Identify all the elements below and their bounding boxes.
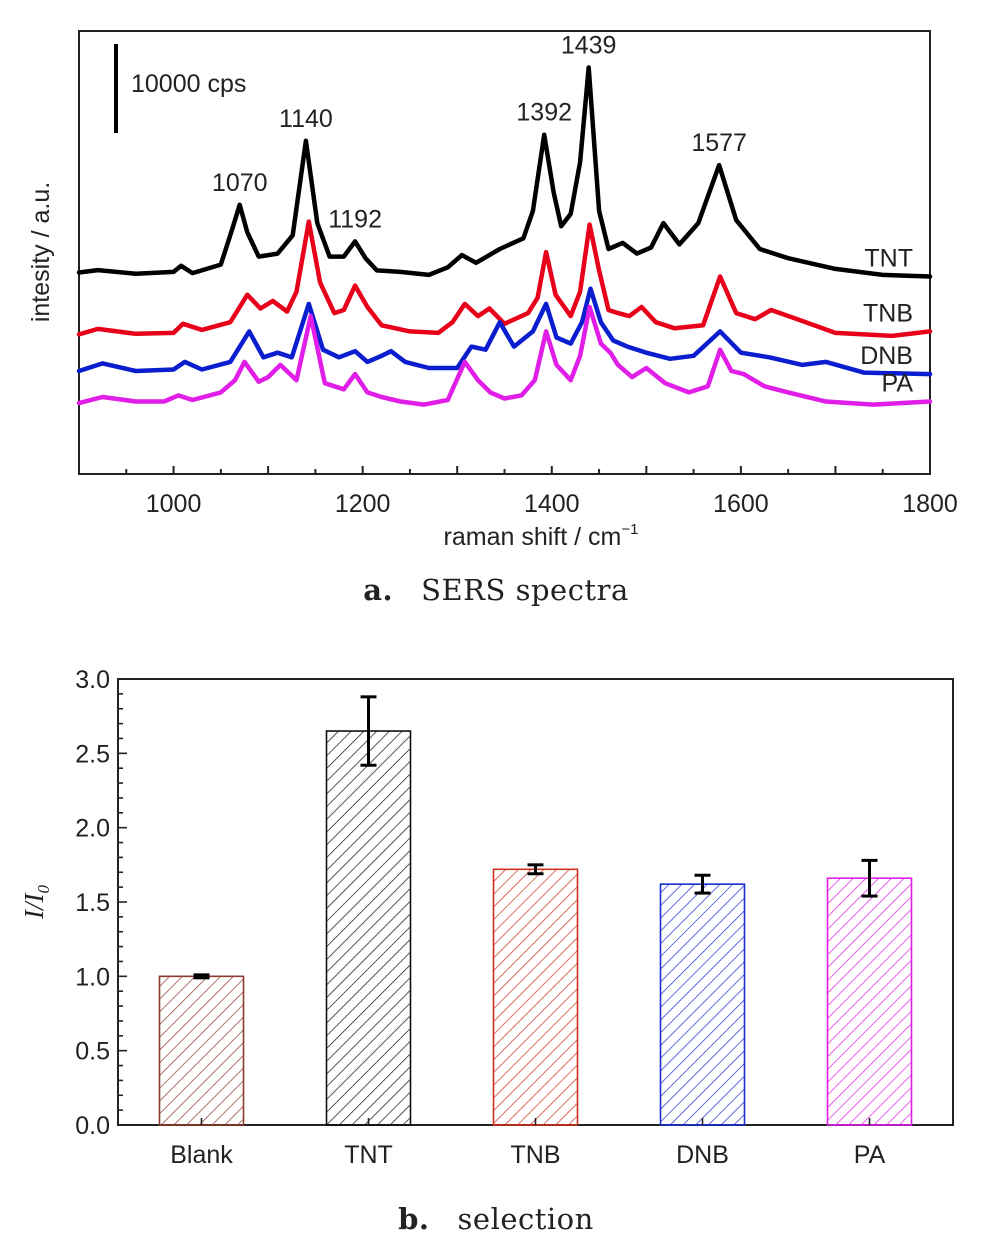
caption-a: a. SERS spectra xyxy=(0,573,992,607)
x-tick-label: 1000 xyxy=(146,490,202,518)
y-tick-label: 0.0 xyxy=(75,1112,110,1140)
series-label-tnb: TNB xyxy=(863,299,913,327)
x-category-label-pa: PA xyxy=(854,1141,886,1169)
y-tick-label: 2.5 xyxy=(75,740,110,768)
bar-blank xyxy=(158,975,245,1126)
bar-dnb xyxy=(659,883,746,1126)
caption-a-text: SERS spectra xyxy=(421,573,629,607)
y-tick-label: 1.0 xyxy=(75,963,110,991)
bar-x-labels: Blank TNT TNB DNB PA xyxy=(170,1118,886,1169)
peak-label: 1192 xyxy=(328,205,382,233)
series-label-pa: PA xyxy=(882,370,914,398)
y-tick-label: 2.0 xyxy=(75,815,110,843)
y-tick-label: 3.0 xyxy=(75,666,110,694)
spectra-x-axis-label-sup: −1 xyxy=(621,521,638,538)
spectrum-line-dnb xyxy=(76,286,933,377)
series-label-dnb: DNB xyxy=(860,342,913,370)
series-label-tnt: TNT xyxy=(864,245,913,273)
peak-label: 1439 xyxy=(561,32,617,60)
y-tick-label: 0.5 xyxy=(75,1038,110,1066)
scale-bar-label: 10000 cps xyxy=(131,70,246,98)
caption-a-label: a. xyxy=(363,573,394,607)
bar-y-ticks: 0.0 0.5 1.0 1.5 2.0 2.5 3.0 xyxy=(75,666,127,1140)
peak-label: 1577 xyxy=(691,129,747,157)
bar-tnb xyxy=(492,868,579,1126)
spectra-x-ticks: 1000 1200 1400 1600 1800 xyxy=(78,466,958,518)
x-category-label-blank: Blank xyxy=(170,1141,233,1169)
spectra-x-axis-label: raman shift / cm−1 xyxy=(444,521,639,551)
bar-y-axis-label-main: I/I xyxy=(19,891,49,919)
selection-bar-chart: 0.0 0.5 1.0 1.5 2.0 2.5 3.0 Blank TNT TNB DNB PA I… xyxy=(19,666,954,1169)
x-category-label-dnb: DNB xyxy=(676,1141,729,1169)
sers-spectra-chart: 1000 1200 1400 1600 1800 1070 1140 1192 1392 143… xyxy=(27,30,958,551)
x-category-label-tnb: TNB xyxy=(511,1141,561,1169)
spectra-peak-labels: 1070 1140 1192 1392 1439 1577 xyxy=(212,32,747,234)
x-category-label-tnt: TNT xyxy=(344,1141,393,1169)
caption-b-label: b. xyxy=(398,1202,430,1236)
spectra-traces xyxy=(76,65,933,407)
x-tick-label: 1600 xyxy=(713,490,769,518)
spectrum-line-tnb xyxy=(76,219,933,339)
peak-label: 1392 xyxy=(516,99,572,127)
bar-pa xyxy=(826,877,913,1126)
x-tick-label: 1800 xyxy=(902,490,958,518)
spectra-x-axis-label-text: raman shift / cm xyxy=(444,523,622,551)
x-tick-label: 1200 xyxy=(335,490,391,518)
bars xyxy=(158,695,913,1126)
caption-b-text: selection xyxy=(457,1202,594,1236)
bar-y-axis-label-sub: 0 xyxy=(34,885,53,894)
spectrum-line-tnt xyxy=(76,65,933,279)
bar-y-axis-label: I/I0 xyxy=(19,885,53,920)
spectra-y-axis-label: intesity / a.u. xyxy=(27,182,55,322)
peak-label: 1070 xyxy=(212,169,268,197)
bar-tnt xyxy=(325,730,412,1126)
spectrum-line-pa xyxy=(76,304,933,407)
peak-label: 1140 xyxy=(279,105,333,133)
caption-b: b. selection xyxy=(0,1202,992,1236)
x-tick-label: 1400 xyxy=(524,490,580,518)
y-tick-label: 1.5 xyxy=(75,889,110,917)
